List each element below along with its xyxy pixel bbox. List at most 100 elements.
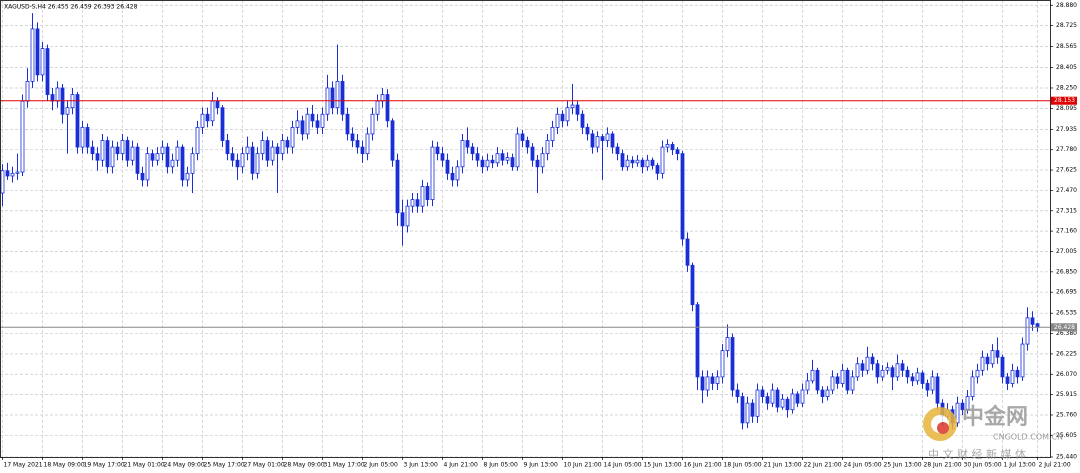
y-tick-label: 28.565	[1056, 43, 1077, 50]
price-label: 26.428	[1054, 324, 1075, 331]
candle-body	[745, 402, 750, 424]
candle-body	[255, 153, 260, 174]
candle-body	[685, 238, 690, 266]
candle-body	[460, 140, 465, 168]
y-tick-label: 26.695	[1056, 289, 1077, 296]
candle-body	[990, 350, 995, 365]
candle-body	[120, 140, 125, 155]
candle-body	[805, 380, 810, 391]
candle-body	[580, 113, 585, 128]
candle-body	[845, 369, 850, 391]
candle-body	[605, 133, 610, 141]
y-tick-label: 28.725	[1056, 22, 1077, 29]
candle-body	[185, 172, 190, 181]
x-tick-label: 18 May 09:00	[44, 462, 85, 469]
candle-body	[480, 159, 485, 168]
candle-body	[435, 146, 440, 155]
candle-body	[840, 369, 845, 384]
candle-body	[575, 104, 580, 115]
x-tick-label: 19 May 17:00	[84, 462, 125, 469]
candle-body	[80, 126, 85, 148]
candle-body	[345, 113, 350, 135]
candle-body	[695, 304, 700, 378]
candle-body	[750, 402, 755, 417]
candle-body	[965, 396, 970, 411]
candle-body	[375, 100, 380, 115]
candle-body	[630, 159, 635, 164]
candle-body	[1005, 376, 1010, 384]
candle-body	[285, 140, 290, 148]
candle-body	[560, 113, 565, 122]
candle-body	[240, 153, 245, 168]
y-tick-label: 26.070	[1056, 371, 1077, 378]
candle-body	[550, 126, 555, 141]
candle-body	[545, 140, 550, 155]
candle-body	[415, 199, 420, 207]
candle-body	[905, 369, 910, 378]
candle-body	[725, 337, 730, 352]
y-tick-label: 27.470	[1056, 187, 1077, 194]
candle-body	[715, 376, 720, 384]
candle-body	[975, 369, 980, 378]
candle-body	[760, 389, 765, 397]
x-tick-label: 25 Jun 13:00	[884, 462, 922, 469]
candle-body	[935, 376, 940, 404]
candle-body	[625, 159, 630, 168]
candle-body	[390, 120, 395, 161]
x-tick-label: 18 Jun 05:00	[724, 462, 762, 469]
candle-body	[980, 356, 985, 371]
candle-body	[315, 120, 320, 128]
candle-body	[535, 159, 540, 168]
candle-body	[410, 199, 415, 207]
candle-body	[565, 107, 570, 122]
candle-body	[150, 153, 155, 161]
candle-body	[740, 396, 745, 424]
candle-body	[205, 113, 210, 122]
logo-dot	[937, 422, 949, 434]
y-tick-label: 28.095	[1056, 105, 1077, 112]
price-label: 28.153	[1054, 97, 1075, 104]
candle-body	[260, 140, 265, 155]
candle-body	[765, 396, 770, 404]
y-tick-label: 28.250	[1056, 84, 1077, 91]
candle-body	[230, 153, 235, 161]
x-tick-label: 2 Jul 21:00	[1039, 462, 1071, 469]
candle-body	[610, 133, 615, 148]
y-tick-label: 25.440	[1056, 454, 1077, 461]
candle-body	[755, 389, 760, 417]
candle-body	[860, 363, 865, 371]
candle-body	[495, 153, 500, 164]
candle-body	[785, 398, 790, 411]
candle-body	[520, 133, 525, 141]
x-tick-label: 27 May 01:00	[244, 462, 285, 469]
candle-body	[1015, 369, 1020, 378]
y-tick-label: 27.005	[1056, 248, 1077, 255]
candle-body	[45, 48, 50, 95]
candle-body	[925, 383, 930, 391]
x-tick-label: 8 Jun 05:00	[484, 462, 518, 469]
candle-body	[110, 146, 115, 168]
candle-body	[405, 205, 410, 227]
x-tick-label: 21 Jun 13:00	[764, 462, 802, 469]
candle-body	[50, 94, 55, 102]
candle-body	[225, 140, 230, 155]
candle-body	[165, 146, 170, 168]
candle-body	[835, 376, 840, 384]
x-tick-label: 30 Jun 05:00	[964, 462, 1002, 469]
candle-body	[600, 136, 605, 141]
candle-body	[885, 367, 890, 371]
candle-body	[355, 140, 360, 148]
candle-body	[530, 146, 535, 161]
x-tick-label: 10 Jun 21:00	[564, 462, 602, 469]
candle-body	[995, 350, 1000, 358]
candle-body	[55, 87, 60, 102]
candle-body	[570, 104, 575, 109]
candles	[0, 13, 1050, 430]
candle-body	[900, 363, 905, 371]
candle-body	[675, 149, 680, 155]
candle-body	[340, 81, 345, 115]
candle-body	[15, 171, 20, 174]
candle-body	[265, 140, 270, 161]
candle-body	[365, 133, 370, 155]
